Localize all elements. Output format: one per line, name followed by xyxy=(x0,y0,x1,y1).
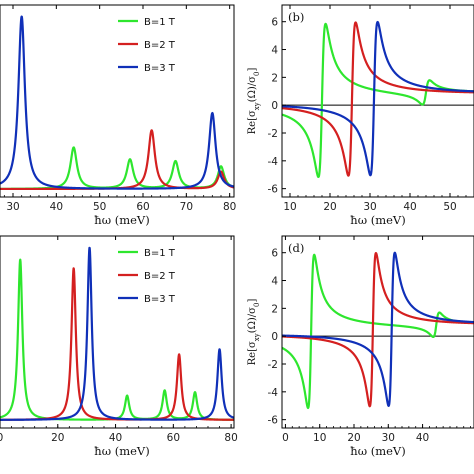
series-line-b-2-t xyxy=(282,21,474,177)
y-tick-label--2: -2 xyxy=(268,128,278,140)
x-tick-label-50: 50 xyxy=(93,201,106,213)
y-tick-label-4: 4 xyxy=(271,276,278,288)
curves xyxy=(0,246,234,421)
x-tick-label-80: 80 xyxy=(224,432,237,444)
panel-top-right: 10 20 30 40 50 ħω (meV) -6 -4 -2 0 2 4 6 Re[σxy(Ω)/σ0… xyxy=(247,4,474,227)
x-tick-label-20: 20 xyxy=(323,201,336,213)
x-tick-label-30: 30 xyxy=(363,201,376,213)
legend-label-b-3-t: B=3 T xyxy=(144,294,176,305)
x-tick-label-60: 60 xyxy=(167,432,180,444)
x-tick-label-30: 30 xyxy=(6,201,19,213)
series-line-b-2-t xyxy=(0,129,234,191)
panel-label: (d) xyxy=(288,241,304,255)
x-tick-label-60: 60 xyxy=(136,201,149,213)
y-tick-label--4: -4 xyxy=(268,387,279,399)
x-tick-label-70: 70 xyxy=(180,201,193,213)
x-tick-label-20: 20 xyxy=(347,432,360,444)
x-tick-label-40: 40 xyxy=(50,201,63,213)
x-axis-label: ħω (meV) xyxy=(350,444,405,458)
plot-frame xyxy=(0,4,235,198)
legend-label-b-1-t: B=1 T xyxy=(144,248,176,259)
x-tick-label-80: 80 xyxy=(223,201,236,213)
series-line-b-3-t xyxy=(282,251,474,407)
y-axis-label: Re[σxy(Ω)/σ0] xyxy=(247,299,261,366)
panel-label: (b) xyxy=(288,10,304,24)
x-tick-label-40: 40 xyxy=(416,432,429,444)
y-tick-label-0: 0 xyxy=(271,100,278,112)
series-line-b-3-t xyxy=(282,20,474,177)
legend-label-b-2-t: B=2 T xyxy=(144,271,176,282)
x-tick-label-10: 10 xyxy=(283,201,296,213)
y-axis-label: Re[σxy(Ω)/σ0] xyxy=(247,68,261,135)
series-line-b-2-t xyxy=(282,252,474,408)
series-line-b-1-t xyxy=(282,253,474,410)
plot-frame xyxy=(281,4,474,198)
y-tick-label--6: -6 xyxy=(268,415,279,427)
series-line-b-1-t xyxy=(282,22,474,179)
x-axis-label: ħω (meV) xyxy=(94,213,149,227)
series-line-b-3-t xyxy=(0,246,234,421)
x-axis-label: ħω (meV) xyxy=(350,213,405,227)
y-tick-label-0: 0 xyxy=(271,331,278,343)
y-tick-label-2: 2 xyxy=(271,72,278,84)
panel-bottom-left: 0 20 40 60 80 ħω (meV) B=1 T B=2 T B=3 T xyxy=(0,235,238,458)
series-line-b-1-t xyxy=(0,258,234,421)
y-tick-label-4: 4 xyxy=(271,45,278,57)
x-tick-label-50: 50 xyxy=(443,201,456,213)
curves xyxy=(282,20,474,179)
plot-frame xyxy=(281,235,474,429)
legend-label-b-2-t: B=2 T xyxy=(144,40,176,51)
y-tick-label--2: -2 xyxy=(268,359,278,371)
y-tick-label-2: 2 xyxy=(271,303,278,315)
y-tick-label-6: 6 xyxy=(271,17,278,29)
curves xyxy=(0,15,234,191)
x-tick-label-40: 40 xyxy=(109,432,122,444)
x-tick-label-0: 0 xyxy=(282,432,289,444)
y-tick-label-6: 6 xyxy=(271,248,278,260)
x-tick-label-40: 40 xyxy=(403,201,416,213)
x-tick-label-10: 10 xyxy=(313,432,326,444)
x-tick-label-20: 20 xyxy=(51,432,64,444)
panel-bottom-right: 0 10 20 30 40 ħω (meV) -6 -4 -2 0 2 4 6 Re[σxy(Ω)/σ0]… xyxy=(247,235,474,458)
panel-top-left: 30 40 50 60 70 80 ħω (meV) B=1 T B=2 T B=3 T xyxy=(0,4,236,227)
plot-frame xyxy=(0,235,235,429)
legend-label-b-1-t: B=1 T xyxy=(144,17,176,28)
legend-label-b-3-t: B=3 T xyxy=(144,63,176,74)
series-line-b-2-t xyxy=(0,267,234,421)
x-tick-label-0: 0 xyxy=(0,432,3,444)
x-axis-label: ħω (meV) xyxy=(94,444,149,458)
curves xyxy=(282,251,474,410)
x-tick-label-30: 30 xyxy=(382,432,395,444)
series-line-b-3-t xyxy=(0,15,234,190)
y-tick-label--4: -4 xyxy=(268,156,279,168)
y-tick-label--6: -6 xyxy=(268,184,279,196)
